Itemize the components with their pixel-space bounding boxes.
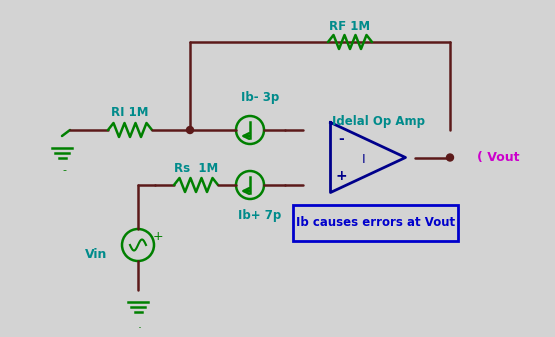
Text: .: . [138,317,142,331]
FancyBboxPatch shape [293,205,458,241]
Text: Ib- 3p: Ib- 3p [241,92,279,104]
Text: Rs  1M: Rs 1M [174,161,218,175]
Text: RI 1M: RI 1M [111,106,149,120]
Text: Idelal Op Amp: Idelal Op Amp [331,116,425,128]
Text: RF 1M: RF 1M [330,21,371,33]
Text: Ib+ 7p: Ib+ 7p [239,209,281,221]
Text: Vin: Vin [85,248,107,262]
Text: +: + [336,170,347,184]
Circle shape [186,126,194,133]
Text: ( Vout: ( Vout [477,151,519,164]
Text: -: - [62,165,66,175]
Text: Ib causes errors at Vout: Ib causes errors at Vout [296,216,455,229]
Text: +: + [153,229,163,243]
Text: -: - [339,131,344,146]
Text: I: I [362,153,366,166]
Circle shape [447,154,453,161]
